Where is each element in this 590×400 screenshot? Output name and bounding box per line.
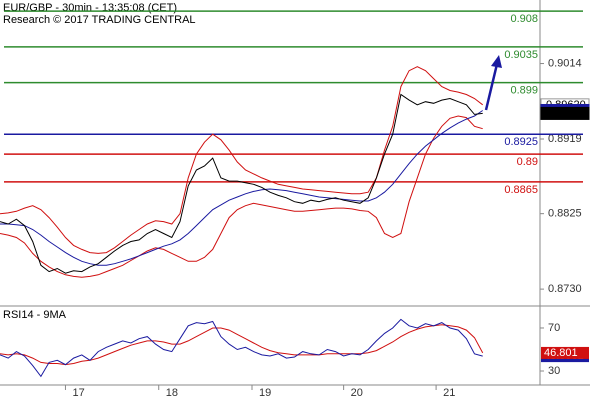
forecast-arrow <box>484 63 499 111</box>
rsi-title: RSI14 - 9MA <box>3 309 67 321</box>
x-tick-label: 19 <box>259 387 271 399</box>
y-tick-label: 30 <box>548 365 560 377</box>
level-label: 0.89 <box>517 156 538 168</box>
x-tick-label: 20 <box>351 387 363 399</box>
series-line <box>0 110 483 266</box>
level-label: 0.908 <box>510 13 538 25</box>
level-label: 0.899 <box>510 85 538 97</box>
x-tick-label: 17 <box>72 387 84 399</box>
series-line <box>0 66 484 254</box>
value-tag <box>541 346 589 359</box>
series-line <box>0 115 483 278</box>
level-label: 0.8865 <box>504 184 538 196</box>
y-tick-label: 0.8825 <box>548 208 582 220</box>
y-tick-label: 0.8730 <box>548 283 582 295</box>
series-line <box>0 318 483 378</box>
forecast-arrowhead <box>491 55 502 68</box>
series-line <box>0 324 484 366</box>
level-label: 0.9035 <box>504 49 538 61</box>
price-tag <box>540 106 590 120</box>
y-tick-label: 0.8919 <box>548 133 582 145</box>
x-tick-label: 21 <box>443 387 455 399</box>
series-line <box>0 93 483 274</box>
chart-title: EUR/GBP - 30min - 13:35:08 (CET) <box>3 2 177 14</box>
y-tick-label: 0.9014 <box>548 57 582 69</box>
value-tag-label: 46.801 <box>544 347 578 359</box>
level-label: 0.8925 <box>504 136 538 148</box>
chart-subtitle: Research © 2017 TRADING CENTRAL <box>3 14 196 26</box>
y-tick-label: 70 <box>548 322 560 334</box>
x-tick-label: 18 <box>166 387 178 399</box>
plot: 0.9014 0.8919 0.8825 0.8730 17 18 19 20 21 0.908 0… <box>0 10 590 399</box>
